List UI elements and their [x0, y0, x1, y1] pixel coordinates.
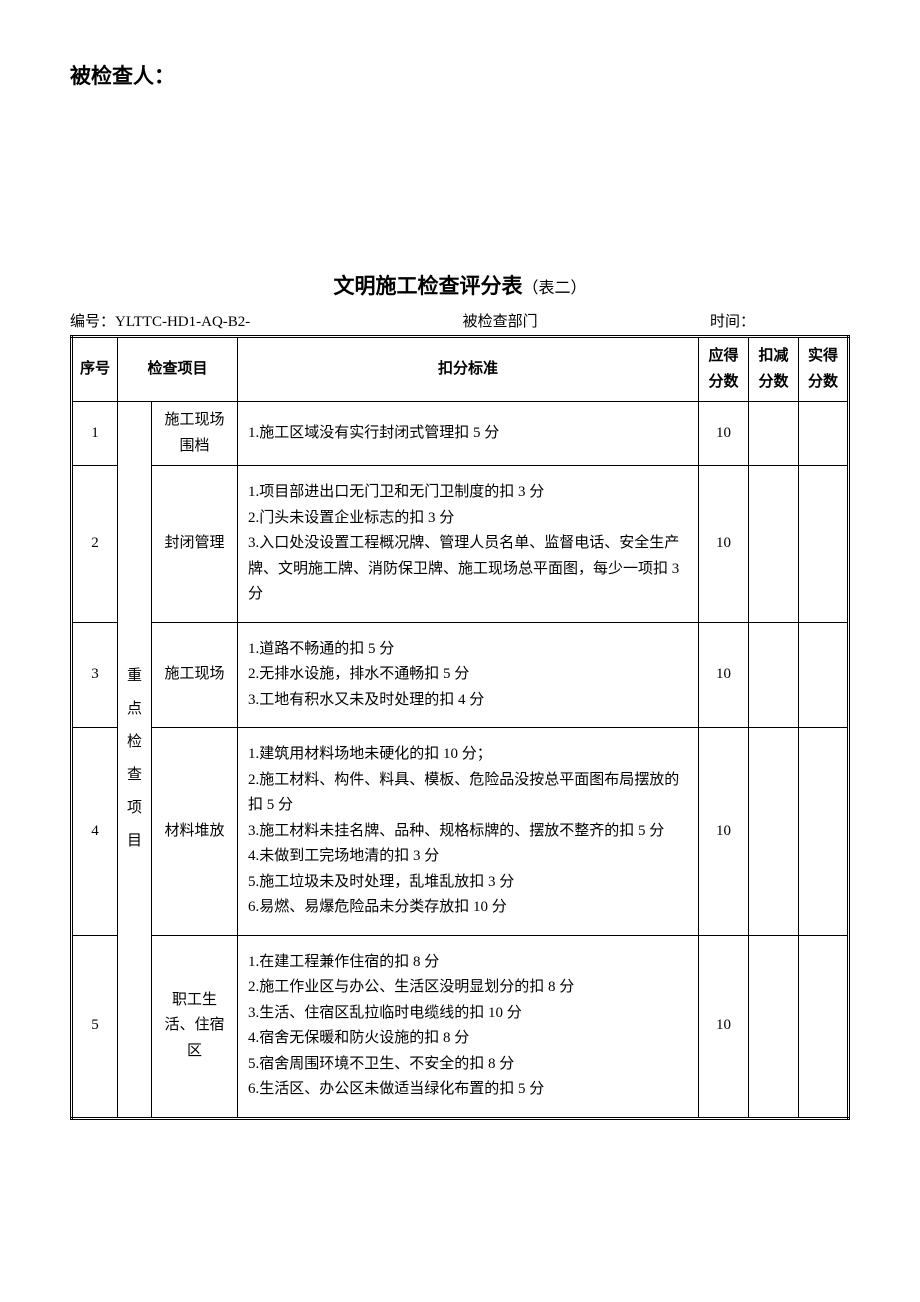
code-value: YLTTC-HD1-AQ-B2- — [115, 314, 250, 330]
cell-seq: 2 — [72, 466, 118, 623]
table-row: 3 施工现场1.道路不畅通的扣 5 分2.无排水设施，排水不通畅扣 5 分3.工地… — [72, 622, 849, 728]
cell-item: 封闭管理 — [152, 466, 238, 623]
cell-seq: 4 — [72, 728, 118, 936]
table-row: 1重点检查项目施工现场围档1.施工区域没有实行封闭式管理扣 5 分10 — [72, 402, 849, 466]
inspector-label: 被检查人： — [70, 60, 850, 90]
th-deduct: 扣减分数 — [749, 337, 799, 402]
th-seq: 序号 — [72, 337, 118, 402]
cell-due: 10 — [699, 466, 749, 623]
cell-deduct — [749, 622, 799, 728]
cell-criteria: 1.建筑用材料场地未硬化的扣 10 分；2.施工材料、构件、料具、模板、危险品没… — [238, 728, 699, 936]
cell-item: 施工现场围档 — [152, 402, 238, 466]
cell-item: 职工生活、住宿区 — [152, 935, 238, 1118]
cell-deduct — [749, 466, 799, 623]
th-item: 检查项目 — [118, 337, 238, 402]
cell-deduct — [749, 402, 799, 466]
cell-actual — [799, 402, 849, 466]
cell-actual — [799, 728, 849, 936]
th-due: 应得分数 — [699, 337, 749, 402]
cell-category: 重点检查项目 — [118, 402, 152, 1119]
cell-criteria: 1.施工区域没有实行封闭式管理扣 5 分 — [238, 402, 699, 466]
cell-seq: 1 — [72, 402, 118, 466]
time-label: 时间： — [710, 310, 850, 331]
cell-due: 10 — [699, 402, 749, 466]
dept-label: 被检查部门 — [250, 310, 710, 331]
table-row: 5 职工生活、住宿区1.在建工程兼作住宿的扣 8 分2.施工作业区与办公、生活区没… — [72, 935, 849, 1118]
cell-item: 施工现场 — [152, 622, 238, 728]
cell-actual — [799, 622, 849, 728]
cell-criteria: 1.项目部进出口无门卫和无门卫制度的扣 3 分2.门头未设置企业标志的扣 3 分… — [238, 466, 699, 623]
page-title: 文明施工检查评分表（表二） — [70, 270, 850, 300]
th-criteria: 扣分标准 — [238, 337, 699, 402]
code-label: 编号： — [70, 314, 115, 330]
cell-actual — [799, 466, 849, 623]
cell-due: 10 — [699, 728, 749, 936]
cell-deduct — [749, 935, 799, 1118]
title-main: 文明施工检查评分表 — [333, 274, 522, 298]
table-body: 1重点检查项目施工现场围档1.施工区域没有实行封闭式管理扣 5 分102封闭管理… — [72, 402, 849, 1119]
cell-due: 10 — [699, 935, 749, 1118]
cell-criteria: 1.道路不畅通的扣 5 分2.无排水设施，排水不通畅扣 5 分3.工地有积水又未… — [238, 622, 699, 728]
cell-item: 材料堆放 — [152, 728, 238, 936]
table-row: 2 封闭管理1.项目部进出口无门卫和无门卫制度的扣 3 分2.门头未设置企业标志的… — [72, 466, 849, 623]
table-header-row: 序号 检查项目 扣分标准 应得分数 扣减分数 实得分数 — [72, 337, 849, 402]
cell-actual — [799, 935, 849, 1118]
th-actual: 实得分数 — [799, 337, 849, 402]
table-row: 4 材料堆放1.建筑用材料场地未硬化的扣 10 分；2.施工材料、构件、料具、模板… — [72, 728, 849, 936]
score-table: 序号 检查项目 扣分标准 应得分数 扣减分数 实得分数 1重点检查项目施工现场围… — [70, 335, 850, 1120]
cell-seq: 3 — [72, 622, 118, 728]
cell-deduct — [749, 728, 799, 936]
cell-criteria: 1.在建工程兼作住宿的扣 8 分2.施工作业区与办公、生活区没明显划分的扣 8 … — [238, 935, 699, 1118]
title-sub: （表二） — [522, 280, 586, 297]
cell-due: 10 — [699, 622, 749, 728]
cell-seq: 5 — [72, 935, 118, 1118]
meta-row: 编号：YLTTC-HD1-AQ-B2- 被检查部门 时间： — [70, 310, 850, 331]
